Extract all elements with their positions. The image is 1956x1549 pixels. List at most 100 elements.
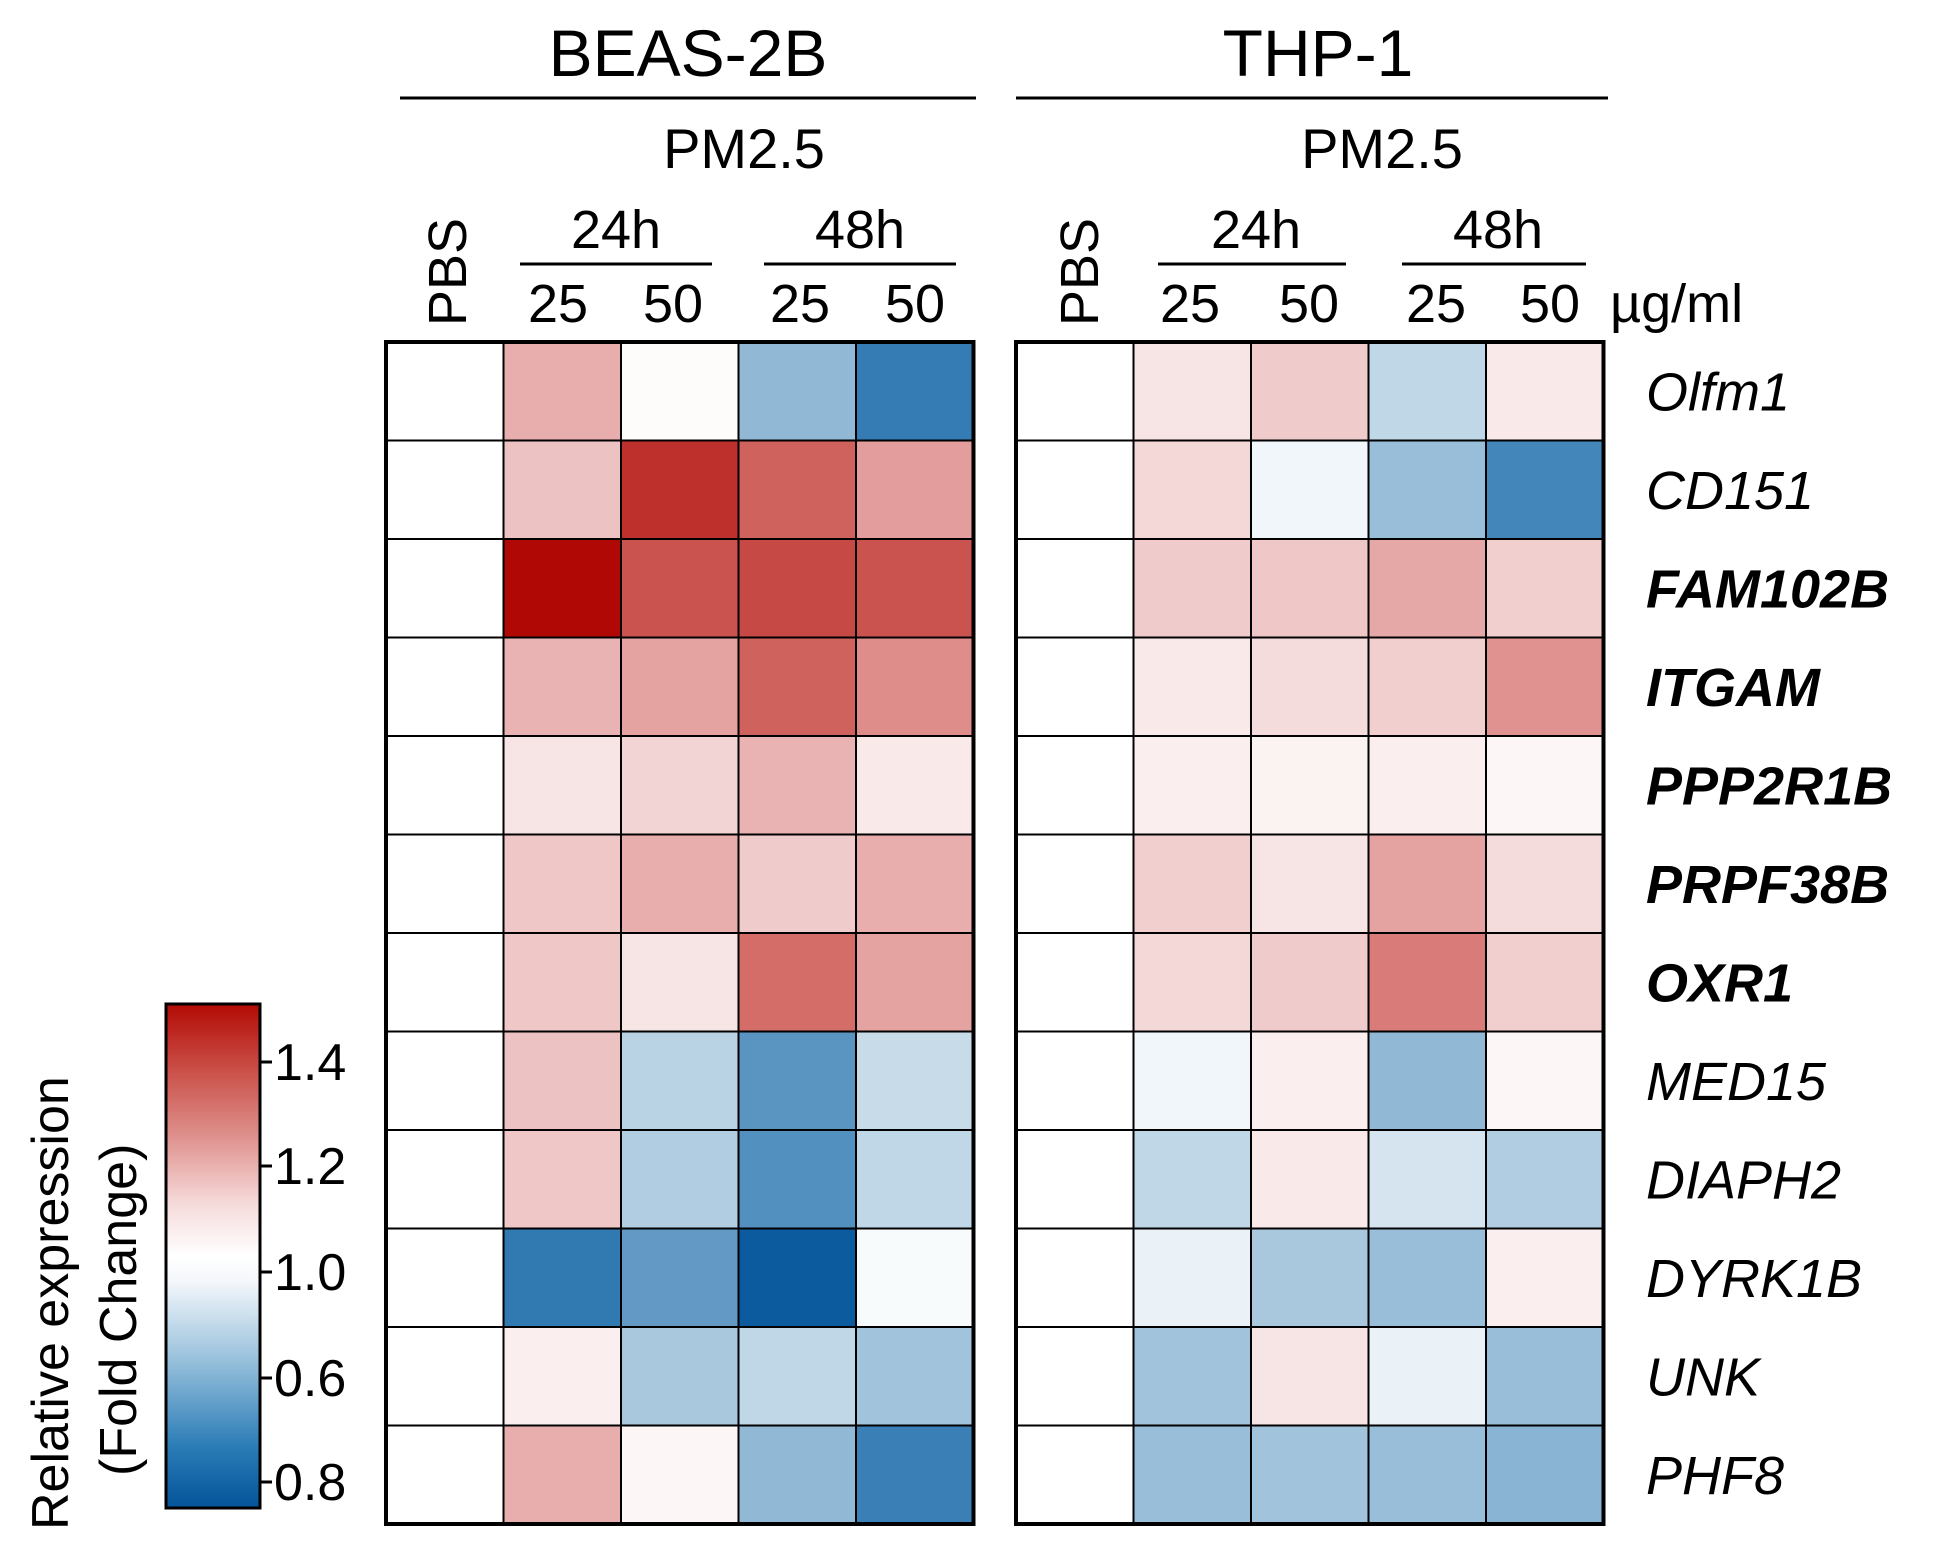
heatmap-cell-beas2b-r0-c1 [502,341,622,442]
heatmap-cell-thp1-r8-c3 [1367,1129,1487,1230]
heatmap-cell-thp1-r0-c0 [1015,341,1135,442]
heatmap-cell-thp1-r4-c0 [1015,735,1135,836]
heatmap-cell-beas2b-r3-c4 [855,636,975,737]
heatmap-cell-thp1-r7-c4 [1485,1030,1605,1131]
heatmap-cell-beas2b-r8-c4 [855,1129,975,1230]
heatmap-cell-beas2b-r11-c1 [502,1424,622,1525]
heatmap-cell-thp1-r5-c3 [1367,833,1487,934]
heatmap-cell-thp1-r8-c1 [1132,1129,1252,1230]
heatmap-cell-beas2b-r10-c3 [737,1326,857,1427]
colorbar-title-line2: (Fold Change) [90,1144,148,1476]
heatmap-cell-thp1-r1-c1 [1132,439,1252,540]
heatmap-cell-beas2b-r9-c1 [502,1227,622,1328]
heatmap-cell-beas2b-r7-c0 [385,1030,505,1131]
gene-label-cd151: CD151 [1646,461,1814,521]
heatmap-cell-thp1-r1-c0 [1015,439,1135,540]
heatmap-cell-beas2b-r8-c1 [502,1129,622,1230]
heatmap-cell-thp1-r7-c3 [1367,1030,1487,1131]
heatmap-cell-beas2b-r0-c3 [737,341,857,442]
colorbar-title-line1: Relative expression [22,1076,80,1530]
heatmap-panel-beas2b [384,340,976,1526]
heatmap-cell-beas2b-r10-c4 [855,1326,975,1427]
heatmap-cell-beas2b-r10-c1 [502,1326,622,1427]
heatmap-cell-thp1-r10-c0 [1015,1326,1135,1427]
heatmap-cell-beas2b-r1-c3 [737,439,857,540]
heatmap-cell-thp1-r8-c0 [1015,1129,1135,1230]
colorbar [164,1002,262,1510]
heatmap-frame-thp1 [1014,340,1606,1526]
heatmap-cell-thp1-r3-c2 [1250,636,1370,737]
heatmap-cell-thp1-r0-c2 [1250,341,1370,442]
heatmap-cell-beas2b-r9-c4 [855,1227,975,1328]
heatmap-cell-beas2b-r2-c3 [737,538,857,639]
heatmap-cell-thp1-r8-c4 [1485,1129,1605,1230]
heatmap-cell-beas2b-r8-c3 [737,1129,857,1230]
heatmap-cell-thp1-r5-c0 [1015,833,1135,934]
heatmap-cell-thp1-r3-c3 [1367,636,1487,737]
heatmap-cell-beas2b-r4-c1 [502,735,622,836]
heatmap-cell-thp1-r4-c1 [1132,735,1252,836]
heatmap-cell-thp1-r6-c0 [1015,932,1135,1033]
heatmap-cell-thp1-r2-c4 [1485,538,1605,639]
heatmap-cell-beas2b-r3-c1 [502,636,622,737]
heatmap-cell-beas2b-r11-c4 [855,1424,975,1525]
heatmap-cell-beas2b-r1-c4 [855,439,975,540]
colorbar-tick-label-4: 0.8 [274,1454,346,1512]
heatmap-cell-beas2b-r4-c0 [385,735,505,836]
dose-label-thp1-48h-50: 50 [1520,274,1580,334]
heatmap-cell-beas2b-r6-c3 [737,932,857,1033]
heatmap-cell-thp1-r2-c3 [1367,538,1487,639]
heatmap-cell-beas2b-r3-c2 [620,636,740,737]
heatmap-cell-thp1-r11-c4 [1485,1424,1605,1525]
heatmap-cell-thp1-r10-c1 [1132,1326,1252,1427]
heatmap-cell-beas2b-r5-c3 [737,833,857,934]
treatment-label-beas2b: PM2.5 [663,117,825,180]
gene-label-med15: MED15 [1646,1052,1827,1112]
heatmap-cell-thp1-r4-c4 [1485,735,1605,836]
heatmap-frame-beas2b [384,340,976,1526]
heatmap-cell-thp1-r9-c1 [1132,1227,1252,1328]
heatmap-cell-beas2b-r3-c3 [737,636,857,737]
heatmap-cell-beas2b-r8-c2 [620,1129,740,1230]
dose-label-beas2b-24h-50: 50 [643,274,703,334]
pbs-label-beas2b: PBS [418,218,478,326]
heatmap-cell-thp1-r4-c3 [1367,735,1487,836]
heatmap-cell-thp1-r5-c2 [1250,833,1370,934]
heatmap-cell-beas2b-r2-c1 [502,538,622,639]
heatmap-cell-beas2b-r11-c2 [620,1424,740,1525]
heatmap-cell-thp1-r10-c3 [1367,1326,1487,1427]
unit-label: µg/ml [1610,274,1743,334]
gene-label-dyrk1b: DYRK1B [1646,1249,1862,1309]
heatmap-cell-beas2b-r0-c4 [855,341,975,442]
heatmap-cell-thp1-r0-c3 [1367,341,1487,442]
heatmap-cell-thp1-r11-c2 [1250,1424,1370,1525]
heatmap-cell-thp1-r11-c3 [1367,1424,1487,1525]
dose-label-beas2b-48h-50: 50 [885,274,945,334]
heatmap-cell-beas2b-r2-c4 [855,538,975,639]
colorbar-ticks: 1.4 1.2 1.0 0.6 0.8 [260,1034,346,1512]
heatmap-cell-thp1-r2-c2 [1250,538,1370,639]
heatmap-cell-thp1-r2-c1 [1132,538,1252,639]
gene-label-unk: UNK [1646,1347,1762,1407]
heatmap-cell-beas2b-r4-c4 [855,735,975,836]
dose-label-beas2b-48h-25: 25 [770,274,830,334]
gene-label-prpf38b: PRPF38B [1646,855,1889,915]
heatmap-cell-thp1-r10-c2 [1250,1326,1370,1427]
dose-label-thp1-24h-25: 25 [1160,274,1220,334]
heatmap-cell-thp1-r11-c0 [1015,1424,1135,1525]
heatmap-cell-beas2b-r11-c3 [737,1424,857,1525]
heatmap-cell-thp1-r11-c1 [1132,1424,1252,1525]
gene-label-phf8: PHF8 [1646,1446,1784,1506]
heatmap-cell-thp1-r3-c0 [1015,636,1135,737]
heatmap-cell-thp1-r7-c1 [1132,1030,1252,1131]
heatmap-cell-beas2b-r6-c4 [855,932,975,1033]
heatmap-cell-thp1-r7-c2 [1250,1030,1370,1131]
heatmap-panel-thp1 [1014,340,1606,1526]
time-label-beas2b-48h: 48h [815,200,905,260]
pbs-label-thp1: PBS [1050,218,1110,326]
heatmap-cell-beas2b-r3-c0 [385,636,505,737]
colorbar-tick-label-1: 1.2 [274,1138,346,1196]
heatmap-cell-beas2b-r10-c0 [385,1326,505,1427]
heatmap-cell-thp1-r6-c1 [1132,932,1252,1033]
